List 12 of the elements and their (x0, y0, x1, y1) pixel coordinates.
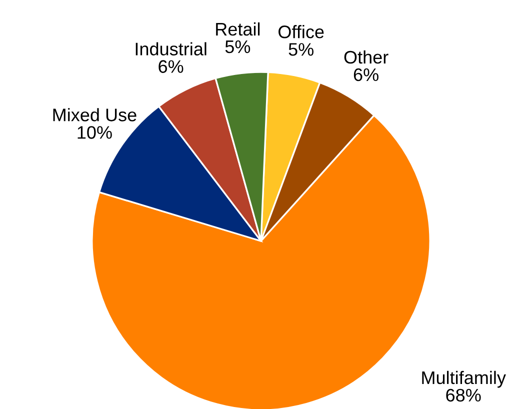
slice-label: Industrial (136, 42, 206, 56)
data-label: 5% (288, 43, 314, 56)
data-label: 6% (354, 68, 378, 82)
data-label: 10% (78, 126, 112, 139)
slice-label: Retail (216, 22, 260, 36)
slice-label: Office (278, 25, 324, 38)
data-label: 5% (225, 40, 250, 54)
data-label: 6% (158, 60, 184, 73)
slice-label: Other (344, 50, 388, 64)
data-label: 68% (446, 388, 481, 402)
slice-label: Multifamily (422, 370, 506, 388)
slice-label: Mixed Use (53, 108, 136, 122)
